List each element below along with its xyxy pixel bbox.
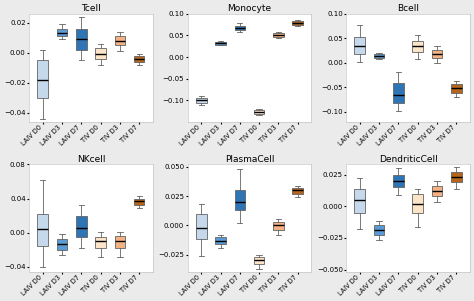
PathPatch shape	[273, 222, 284, 230]
PathPatch shape	[292, 188, 303, 194]
PathPatch shape	[451, 172, 462, 182]
PathPatch shape	[215, 237, 226, 244]
PathPatch shape	[412, 194, 423, 213]
PathPatch shape	[134, 199, 145, 205]
PathPatch shape	[393, 83, 404, 103]
Title: Monocyte: Monocyte	[228, 4, 272, 13]
PathPatch shape	[355, 188, 365, 213]
PathPatch shape	[374, 54, 384, 57]
PathPatch shape	[57, 29, 67, 36]
PathPatch shape	[451, 84, 462, 93]
PathPatch shape	[95, 237, 106, 248]
PathPatch shape	[76, 216, 87, 237]
PathPatch shape	[37, 214, 48, 246]
PathPatch shape	[76, 29, 87, 50]
PathPatch shape	[235, 190, 245, 210]
PathPatch shape	[374, 225, 384, 235]
PathPatch shape	[196, 98, 207, 103]
PathPatch shape	[235, 26, 245, 30]
PathPatch shape	[254, 110, 264, 114]
PathPatch shape	[115, 36, 125, 45]
Title: Tcell: Tcell	[81, 4, 101, 13]
PathPatch shape	[215, 42, 226, 45]
PathPatch shape	[355, 37, 365, 54]
PathPatch shape	[292, 21, 303, 25]
PathPatch shape	[412, 41, 423, 52]
Title: DendriticCell: DendriticCell	[379, 155, 438, 164]
PathPatch shape	[254, 257, 264, 264]
Title: PlasmaCell: PlasmaCell	[225, 155, 274, 164]
PathPatch shape	[196, 214, 207, 239]
PathPatch shape	[432, 186, 442, 196]
PathPatch shape	[432, 50, 442, 58]
Title: Bcell: Bcell	[397, 4, 419, 13]
PathPatch shape	[393, 175, 404, 187]
PathPatch shape	[273, 33, 284, 37]
PathPatch shape	[134, 56, 145, 62]
Title: NKcell: NKcell	[77, 155, 105, 164]
PathPatch shape	[37, 60, 48, 98]
PathPatch shape	[115, 236, 125, 248]
PathPatch shape	[95, 48, 106, 59]
PathPatch shape	[57, 239, 67, 250]
